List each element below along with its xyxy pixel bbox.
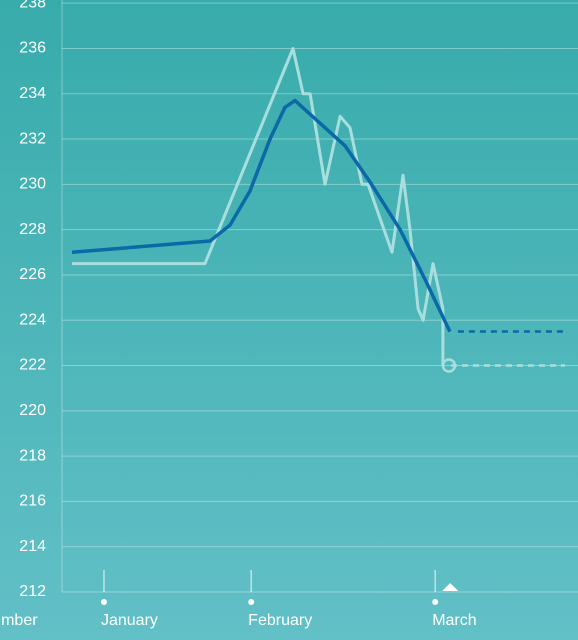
data-line bbox=[71, 98, 452, 333]
y-tick-label: 216 bbox=[19, 493, 46, 510]
y-tick-label: 234 bbox=[19, 85, 46, 102]
y-tick-label: 230 bbox=[19, 176, 46, 193]
x-tick-dot bbox=[432, 599, 439, 605]
x-tick-label: mber bbox=[1, 612, 38, 629]
data-line bbox=[72, 47, 445, 366]
y-tick-label: 222 bbox=[19, 357, 46, 374]
latest-point bbox=[441, 358, 457, 373]
y-tick-label: 218 bbox=[19, 447, 46, 464]
x-tick-dot bbox=[248, 599, 255, 605]
y-tick-label: 214 bbox=[19, 538, 46, 555]
y-tick-label: 226 bbox=[19, 266, 46, 283]
x-tick-label: February bbox=[248, 612, 312, 629]
y-tick-label: 224 bbox=[19, 311, 46, 328]
current-marker bbox=[442, 583, 459, 591]
y-tick-label: 238 bbox=[19, 0, 46, 11]
x-tick-dot bbox=[100, 599, 107, 605]
y-tick-label: 212 bbox=[19, 583, 46, 600]
x-tick-label: January bbox=[101, 612, 158, 629]
y-tick-label: 232 bbox=[19, 130, 46, 147]
y-tick-label: 236 bbox=[19, 40, 46, 57]
y-tick-label: 228 bbox=[19, 221, 46, 238]
y-tick-label: 220 bbox=[19, 402, 46, 419]
x-tick-label: March bbox=[432, 612, 476, 629]
